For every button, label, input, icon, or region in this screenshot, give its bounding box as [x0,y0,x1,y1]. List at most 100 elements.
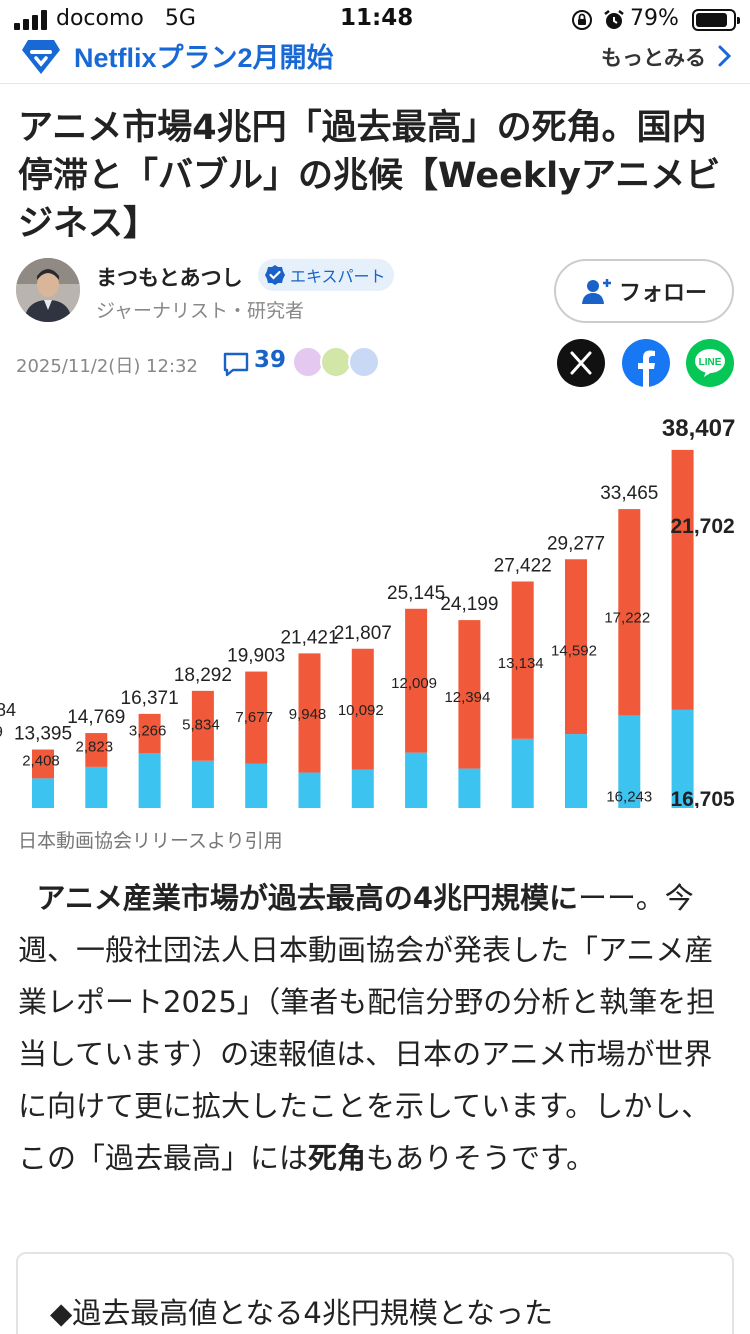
reactions[interactable] [292,346,386,380]
author-role: ジャーナリスト・研究者 [96,300,305,322]
article-body: アニメ産業市場が過去最高の4兆円規模にーー。今週、一般社団法人日本動画協会が発表… [18,872,733,1184]
domestic-label: 14,685 [553,807,599,808]
expert-badge-label: エキスパート [290,267,386,286]
reaction-think-icon [348,346,380,378]
bar-domestic [298,772,321,808]
overseas-label: 13,134 [498,655,544,672]
facebook-share-button[interactable] [622,339,670,387]
avatar[interactable] [16,258,80,322]
svg-text:LINE: LINE [699,357,722,368]
bar-domestic [405,752,428,808]
x-share-button[interactable] [557,339,605,387]
partial-label: 84 [0,700,16,720]
total-label: 18,292 [174,665,232,686]
overseas-label: 10,092 [338,702,384,719]
add-user-icon [581,279,611,304]
total-label: 13,395 [14,724,72,745]
follow-button[interactable]: フォロー [554,259,734,323]
bar-overseas [511,581,534,739]
section-box [16,1252,734,1334]
chart-caption: 日本動画協会リリースより引用 [18,830,283,852]
expert-badge: エキスパート [258,259,394,291]
article-headline: アニメ市場4兆円「過去最高」の死角。国内停滞と「バブル」の兆候【Weeklyアニ… [18,108,721,244]
domestic-label: 16,243 [606,788,652,805]
bar-domestic [671,709,694,808]
bar-overseas [191,690,214,761]
bar-domestic [85,766,108,808]
overseas-label: 5,834 [182,716,220,733]
publish-date: 2025/11/2(日) 12:32 [16,356,198,377]
overseas-label: 12,009 [391,675,437,692]
domestic-label: 16,705 [670,788,735,808]
author-name[interactable]: まつもとあつし [96,266,243,290]
bar-overseas [565,559,587,735]
bar-domestic [511,738,534,808]
overseas-label: 7,677 [235,709,273,726]
bar-domestic [351,769,374,808]
market-chart: 13,3952,40810,98714,7692,82316,3713,2661… [0,398,750,808]
battery-percent: 79% [630,6,679,31]
battery-icon [692,9,740,31]
signal-icon [14,10,48,30]
bar-domestic [32,778,54,808]
carrier-label: docomo 5G [56,6,196,31]
overseas-label: 2,823 [76,739,114,756]
bar-overseas [458,620,481,769]
comment-count[interactable]: 39 [254,347,287,373]
body-text: ーー。今週、一般社団法人日本動画協会が発表した「アニメ産業レポート2025」（筆… [18,881,716,1175]
follow-label: フォロー [618,281,707,306]
overseas-label: 17,222 [604,610,650,627]
total-label: 16,371 [121,688,179,709]
overseas-label: 3,266 [129,722,167,739]
bar-domestic [565,734,587,808]
promo-banner[interactable]: Netflixプラン2月開始 もっとみる [0,30,750,84]
total-label: 25,145 [387,583,445,604]
body-lead: アニメ産業市場が過去最高の4兆円規模に [36,881,579,915]
overseas-label: 9,948 [289,706,327,723]
total-label: 24,199 [440,594,498,615]
partial-label: 9 [0,724,3,741]
bar-overseas [85,733,108,767]
body-bold: 死角 [308,1141,367,1175]
clock: 11:48 [340,5,414,31]
section-heading: ◆過去最高値となる4兆円規模となった [50,1296,554,1330]
total-label: 38,407 [662,415,735,442]
overseas-label: 2,408 [22,752,60,769]
yahoo-news-logo-icon [22,40,60,74]
overseas-label: 12,394 [444,689,490,706]
rotation-lock-icon [572,10,592,30]
bar-overseas [671,449,694,710]
bar-overseas [298,653,321,773]
total-label: 29,277 [547,533,605,554]
more-link[interactable]: もっとみる [601,46,706,70]
bar-overseas [618,509,641,716]
bar-domestic [245,763,268,808]
x-logo-icon [570,351,592,375]
stacked-bar-chart: 13,3952,40810,98714,7692,82316,3713,2661… [0,415,735,808]
alarm-icon [604,10,624,29]
total-label: 21,807 [334,623,392,644]
bar-domestic [458,768,481,808]
verified-check-icon [265,265,285,285]
bar-overseas [138,713,161,754]
total-label: 19,903 [227,646,285,667]
total-label: 14,769 [67,707,125,728]
bar-overseas [32,749,54,779]
bar-domestic [138,753,161,808]
chevron-right-icon[interactable] [716,44,732,68]
bar-overseas [245,671,268,764]
bar-domestic [618,715,641,808]
overseas-label: 14,592 [551,642,597,659]
total-label: 33,465 [600,483,658,504]
line-logo-icon: LINE [695,349,725,377]
bar-overseas [351,648,374,770]
line-share-button[interactable]: LINE [686,339,734,387]
status-bar: docomo 5G 11:48 79% [0,0,750,40]
bar-domestic [191,760,214,808]
promo-title[interactable]: Netflixプラン2月開始 [74,43,334,73]
total-label: 27,422 [494,555,552,576]
total-label: 21,421 [280,627,338,648]
comment-icon[interactable] [222,350,250,378]
overseas-label: 21,702 [670,515,734,538]
bar-overseas [405,608,428,753]
